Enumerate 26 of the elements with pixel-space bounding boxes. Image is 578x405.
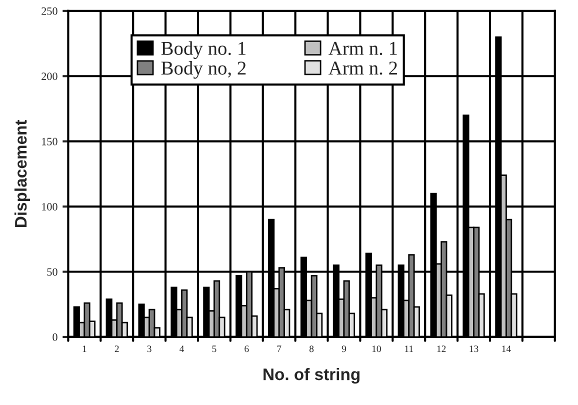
legend-label: Body no, 2 bbox=[161, 61, 246, 79]
x-tick-label: 3 bbox=[147, 346, 152, 352]
x-tick-label: 8 bbox=[309, 346, 314, 352]
x-tick-label: 4 bbox=[180, 346, 184, 352]
x-tick-label: 6 bbox=[244, 346, 249, 352]
x-tick-label: 7 bbox=[277, 346, 282, 352]
x-tick-label: 9 bbox=[342, 346, 346, 352]
x-tick-label: 2 bbox=[114, 346, 119, 352]
x-tick-label: 10 bbox=[372, 346, 381, 352]
y-tick-label: 200 bbox=[42, 72, 58, 80]
y-tick-label: 100 bbox=[42, 203, 58, 211]
y-tick-label: 150 bbox=[42, 138, 58, 146]
y-tick-label: 50 bbox=[47, 268, 58, 276]
legend-label: Arm n. 2 bbox=[328, 62, 397, 75]
x-axis-title: No. of string bbox=[264, 368, 360, 384]
legend-label: Arm n. 1 bbox=[328, 42, 397, 56]
x-tick-label: 13 bbox=[470, 346, 478, 352]
x-tick-label: 1 bbox=[82, 346, 86, 352]
y-tick-label: 250 bbox=[42, 7, 58, 15]
x-tick-label: 11 bbox=[405, 346, 413, 352]
x-tick-label: 5 bbox=[212, 346, 216, 352]
y-tick-label: 0 bbox=[52, 333, 58, 341]
x-tick-label: 14 bbox=[502, 346, 511, 352]
y-axis-title: Displacement bbox=[14, 120, 30, 228]
x-tick-label: 12 bbox=[437, 346, 446, 352]
legend-label: Body no. 1 bbox=[161, 41, 246, 59]
